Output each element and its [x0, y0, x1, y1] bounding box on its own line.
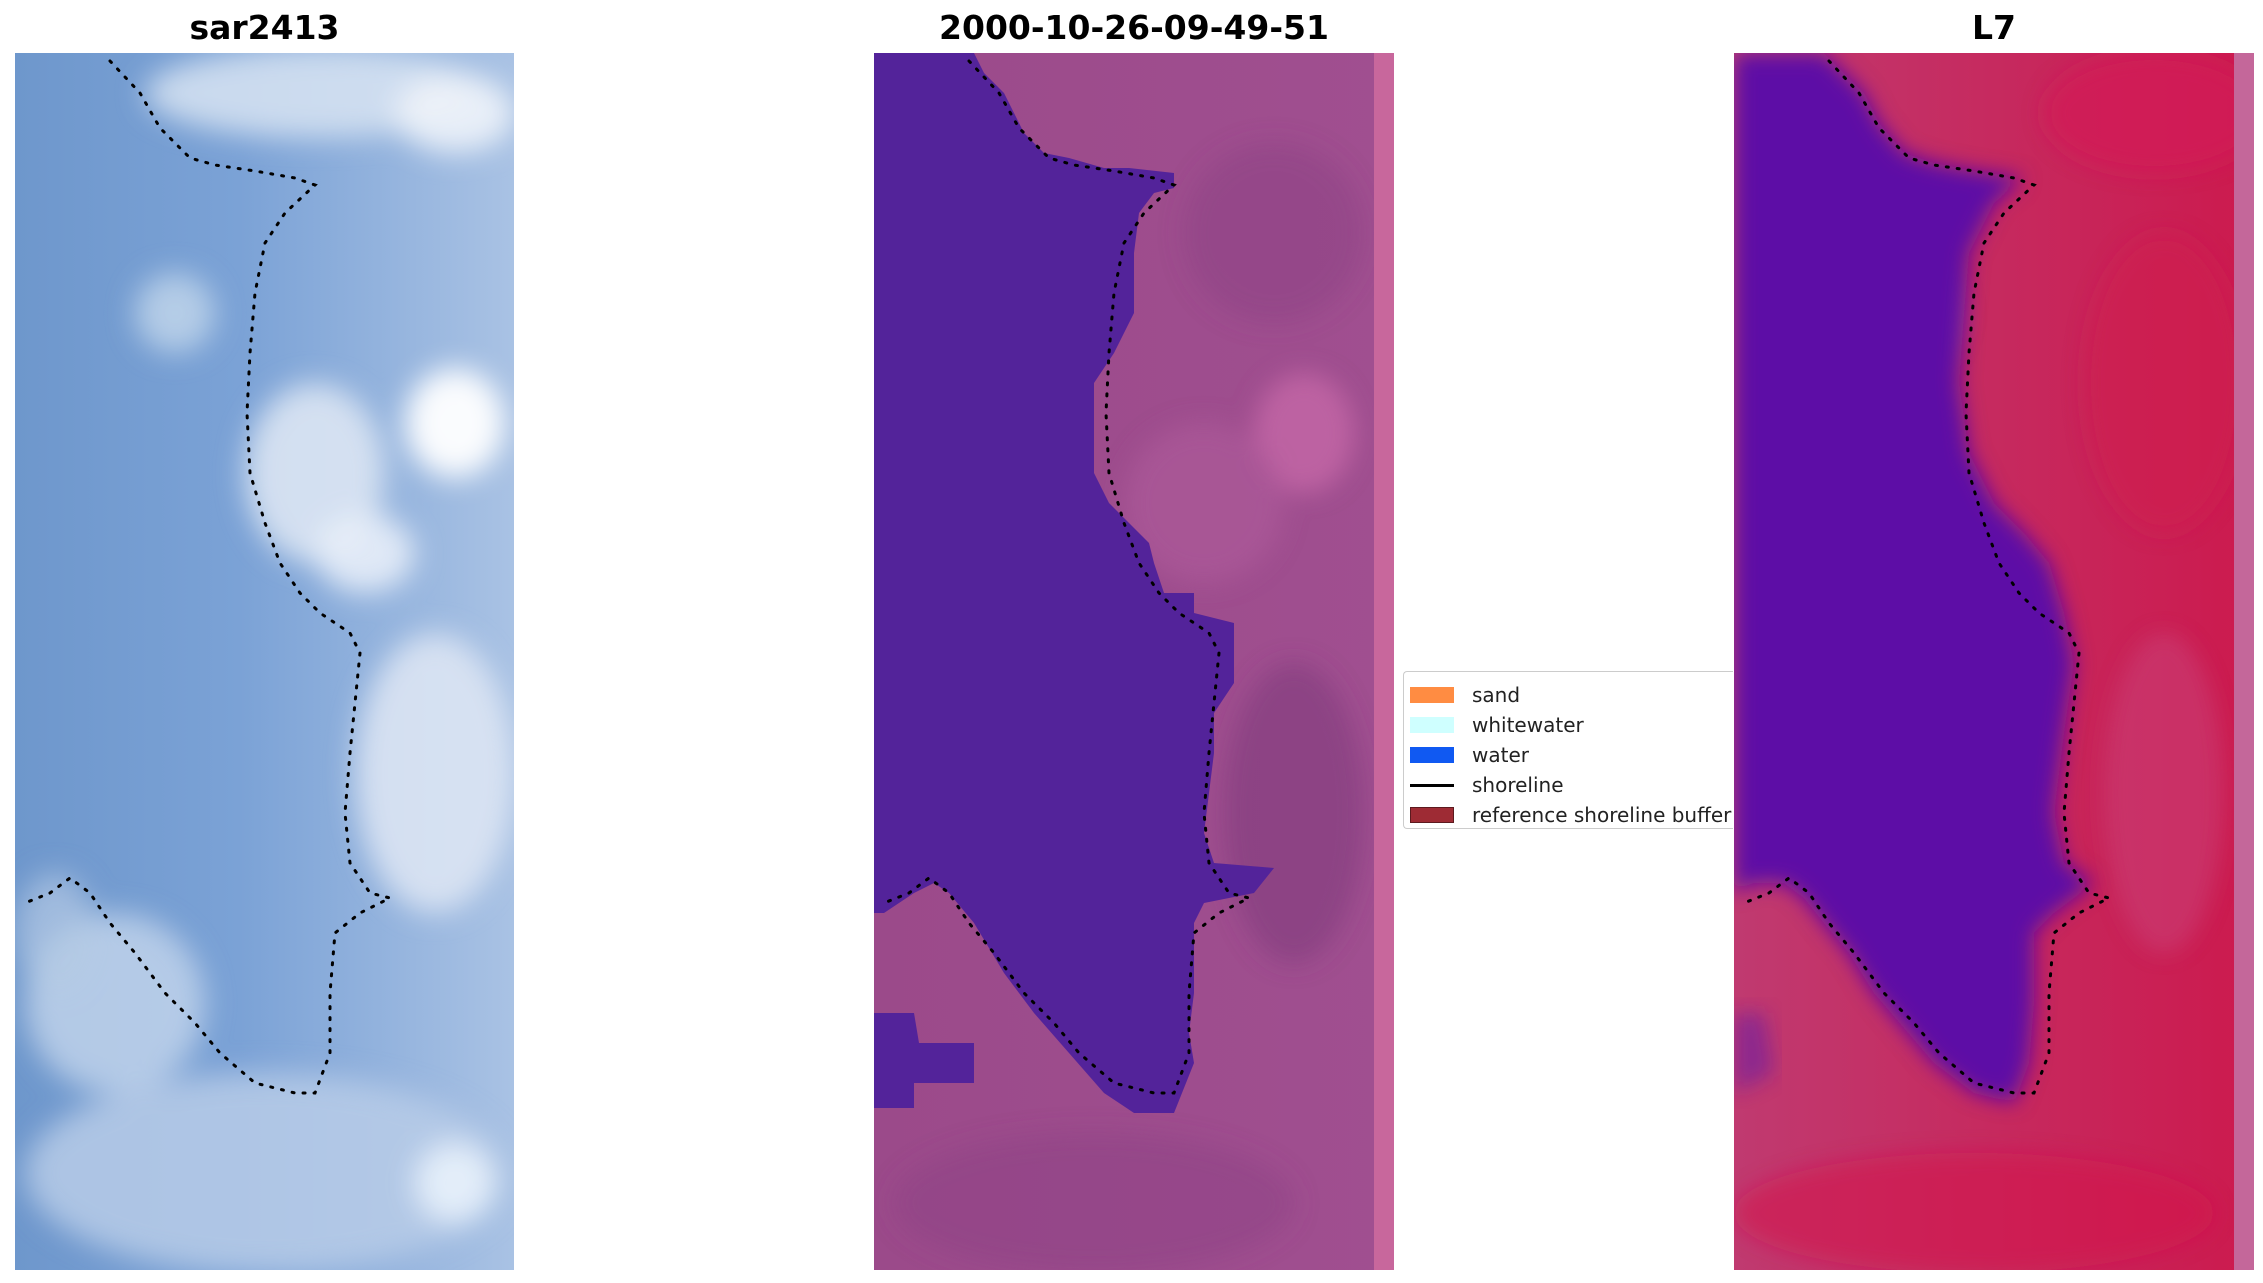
legend-swatch-sand [1410, 687, 1454, 703]
legend-item-shoreline: shoreline [1410, 770, 1564, 800]
panel-edge-strip-l7 [2234, 53, 2254, 1270]
legend-item-whitewater: whitewater [1410, 710, 1584, 740]
legend-item-reference-shoreline-buffer: reference shoreline buffer [1410, 800, 1732, 828]
panel-title-l7: L7 [1972, 8, 2016, 47]
panel-title-sar2413: sar2413 [189, 8, 340, 47]
legend-item-sand: sand [1410, 680, 1520, 710]
water-mask-region-2 [874, 1013, 974, 1108]
legend-label-sand: sand [1472, 683, 1521, 707]
legend-swatch-reference-buffer [1410, 807, 1454, 823]
legend-label-whitewater: whitewater [1472, 713, 1584, 737]
shoreline-trace-l7 [1742, 59, 2114, 1095]
rgb-image-panel [15, 53, 514, 1270]
legend-swatch-whitewater [1410, 717, 1454, 733]
legend-label-reference-buffer: reference shoreline buffer [1472, 803, 1732, 827]
water-region-l7 [1734, 53, 2094, 1103]
legend-label-shoreline: shoreline [1472, 773, 1564, 797]
shoreline-trace-rgb [23, 59, 395, 1095]
cloud-highlights [15, 53, 514, 1270]
panel-title-date: 2000-10-26-09-49-51 [939, 8, 1329, 47]
panel-edge-strip [1374, 53, 1394, 1270]
water-region-l7-2 [1734, 1013, 1774, 1093]
legend-item-water: water [1410, 740, 1529, 770]
shoreline-trace-classified [882, 59, 1254, 1095]
legend: sand whitewater water shoreline referenc… [1403, 671, 1733, 829]
false-color-image [1734, 53, 2254, 1270]
classified-image-panel [874, 53, 1394, 1270]
classified-image [874, 53, 1394, 1270]
rgb-image [15, 53, 514, 1270]
land-texture [894, 143, 1364, 1270]
legend-line-shoreline [1410, 783, 1454, 787]
false-color-image-panel [1734, 53, 2254, 1270]
legend-swatch-water [1410, 747, 1454, 763]
water-mask-region [874, 53, 1274, 1113]
legend-label-water: water [1472, 743, 1529, 767]
